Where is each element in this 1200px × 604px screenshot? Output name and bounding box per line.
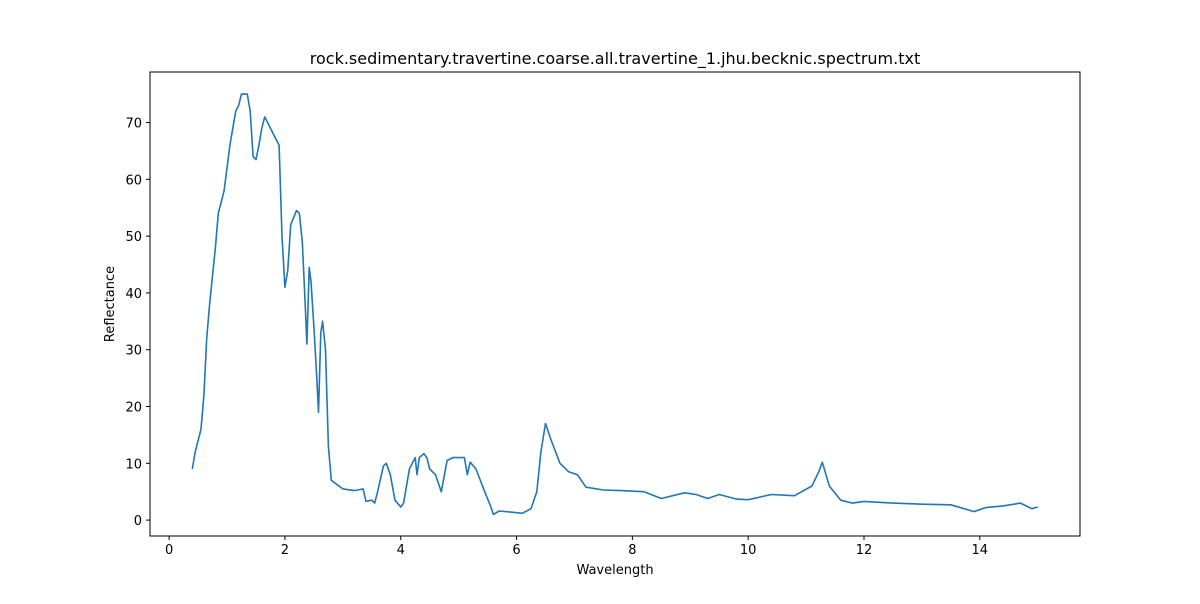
x-tick-label: 2 [281, 543, 289, 558]
y-tick-label: 70 [125, 117, 142, 132]
y-tick-label: 30 [125, 344, 142, 359]
y-tick-label: 20 [125, 401, 142, 416]
y-axis-label: Reflectance [103, 266, 118, 342]
x-tick-label: 8 [628, 543, 636, 558]
x-axis-label: Wavelength [576, 563, 653, 578]
y-tick-label: 50 [125, 230, 142, 245]
y-tick-label: 10 [125, 457, 142, 472]
chart-title: rock.sedimentary.travertine.coarse.all.t… [310, 49, 920, 69]
y-tick-label: 60 [125, 173, 142, 188]
data-line [191, 93, 1038, 516]
x-tick-label: 6 [512, 543, 520, 558]
x-tick-label: 10 [740, 543, 757, 558]
y-tick-label: 0 [134, 514, 142, 529]
x-tick-label: 0 [165, 543, 173, 558]
x-tick-label: 14 [972, 543, 989, 558]
y-tick-label: 40 [125, 287, 142, 302]
axes-frame [149, 71, 1081, 537]
x-tick-label: 4 [397, 543, 405, 558]
x-tick-label: 12 [856, 543, 873, 558]
